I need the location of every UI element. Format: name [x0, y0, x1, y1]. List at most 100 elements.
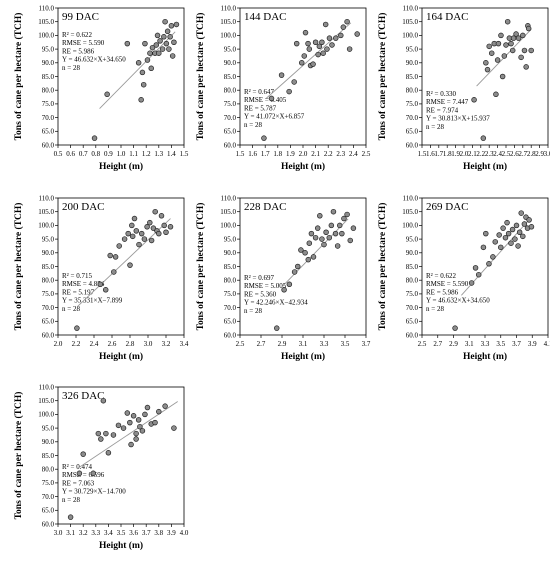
y-tick-label: 60.0 — [42, 331, 55, 339]
x-tick-label: 1.9 — [451, 150, 460, 158]
panel-title: 228 DAC — [244, 201, 286, 213]
y-tick-label: 70.0 — [224, 114, 237, 122]
panel-title: 326 DAC — [62, 390, 104, 402]
data-point — [173, 21, 180, 28]
x-tick-label: 2.9 — [449, 340, 458, 348]
panel-99-dac: 60.0 65.0 70.0 75.0 80.0 85.0 90.0 95.0 100.0 105… — [13, 4, 189, 172]
data-point — [147, 219, 153, 226]
x-tick-label: 3.5 — [496, 340, 505, 348]
y-tick-label: 70.0 — [224, 304, 237, 312]
x-axis-label: Height (m) — [281, 161, 325, 172]
data-point — [314, 225, 321, 231]
data-point — [116, 243, 122, 249]
stat-line: RE = 5.986 — [426, 288, 459, 296]
data-point — [471, 97, 477, 103]
x-tick-label: 0.5 — [54, 150, 63, 158]
x-tick-label: 3.7 — [512, 340, 521, 348]
data-point — [496, 232, 502, 238]
x-tick-label: 2.6 — [510, 150, 519, 158]
y-tick-label: 85.0 — [224, 263, 237, 271]
y-tick-label: 110.0 — [221, 194, 237, 202]
data-point — [112, 254, 119, 260]
data-point — [513, 31, 519, 37]
x-tick-label: 2.8 — [126, 340, 135, 348]
stat-line: R² = 0.622 — [426, 272, 456, 280]
data-point — [302, 29, 309, 36]
stat-line: R² = 0.622 — [62, 31, 92, 39]
x-tick-label: 0.7 — [79, 150, 88, 158]
stat-line: R² = 0.647 — [244, 88, 274, 96]
data-point — [486, 261, 492, 267]
stat-line: Y = 42.246×X−42.934 — [244, 299, 308, 307]
y-tick-label: 85.0 — [42, 452, 55, 460]
data-point — [261, 135, 267, 141]
data-point — [159, 46, 166, 52]
data-point — [136, 241, 142, 248]
data-point — [158, 213, 165, 219]
data-point — [138, 97, 144, 103]
data-point — [162, 403, 168, 409]
data-point — [157, 38, 163, 44]
x-tick-label: 3.3 — [320, 340, 329, 348]
y-tick-label: 95.0 — [406, 235, 419, 243]
data-point — [520, 32, 526, 39]
trend-line — [99, 31, 176, 109]
x-tick-label: 2.2 — [72, 340, 81, 348]
data-point — [490, 254, 496, 260]
data-point — [488, 50, 495, 56]
panel-title: 200 DAC — [62, 201, 104, 213]
plot-frame — [421, 7, 549, 146]
y-tick-label: 90.0 — [42, 438, 55, 446]
x-axis-label: Height (m) — [281, 351, 325, 362]
data-point — [156, 408, 162, 415]
x-tick-label: 1.7 — [434, 150, 443, 158]
data-point — [291, 79, 297, 85]
y-tick-label: 80.0 — [406, 277, 419, 285]
data-point — [129, 222, 135, 229]
stat-line: RE = 7.974 — [426, 106, 459, 114]
data-point — [80, 451, 86, 457]
x-tick-label: 3.9 — [528, 340, 537, 348]
data-point — [354, 31, 360, 37]
y-axis-label: Tons of cane per hectare (TCH) — [13, 13, 24, 141]
y-axis-label: Tons of cane per hectare (TCH) — [377, 13, 388, 141]
trend-line — [77, 218, 171, 307]
data-point — [127, 262, 133, 268]
data-point — [486, 43, 492, 50]
data-point — [291, 269, 298, 275]
data-point — [95, 430, 102, 437]
x-tick-label: 2.8 — [527, 150, 536, 158]
data-point — [137, 423, 143, 430]
stat-line: R² = 0.474 — [62, 463, 92, 471]
data-point — [508, 240, 514, 246]
data-point — [501, 53, 508, 59]
y-tick-label: 90.0 — [42, 249, 55, 257]
data-point — [91, 135, 98, 141]
data-point — [505, 230, 512, 237]
y-tick-label: 70.0 — [406, 114, 419, 122]
y-tick-label: 100.0 — [402, 222, 418, 230]
trend-line — [266, 22, 352, 99]
x-tick-label: 1.8 — [273, 150, 282, 158]
data-point — [278, 72, 285, 78]
stat-line: RMSE = 5.405 — [244, 96, 287, 104]
data-point — [509, 226, 516, 233]
data-point — [90, 470, 97, 477]
data-point — [274, 325, 280, 331]
data-point — [326, 35, 333, 41]
stat-line: RE = 5.360 — [244, 290, 277, 298]
data-point — [148, 237, 155, 244]
x-tick-label: 2.7 — [518, 150, 527, 158]
data-point — [135, 60, 142, 66]
x-tick-label: 2.9 — [278, 340, 287, 348]
data-point — [161, 222, 167, 229]
data-point — [115, 422, 122, 429]
y-tick-label: 110.0 — [403, 4, 419, 12]
x-tick-label: 3.1 — [66, 529, 75, 537]
stat-line: n = 28 — [244, 307, 262, 315]
data-point — [306, 46, 313, 52]
data-point — [168, 23, 175, 29]
y-tick-label: 60.0 — [224, 141, 237, 149]
y-tick-label: 60.0 — [224, 331, 237, 339]
data-point — [504, 219, 510, 226]
